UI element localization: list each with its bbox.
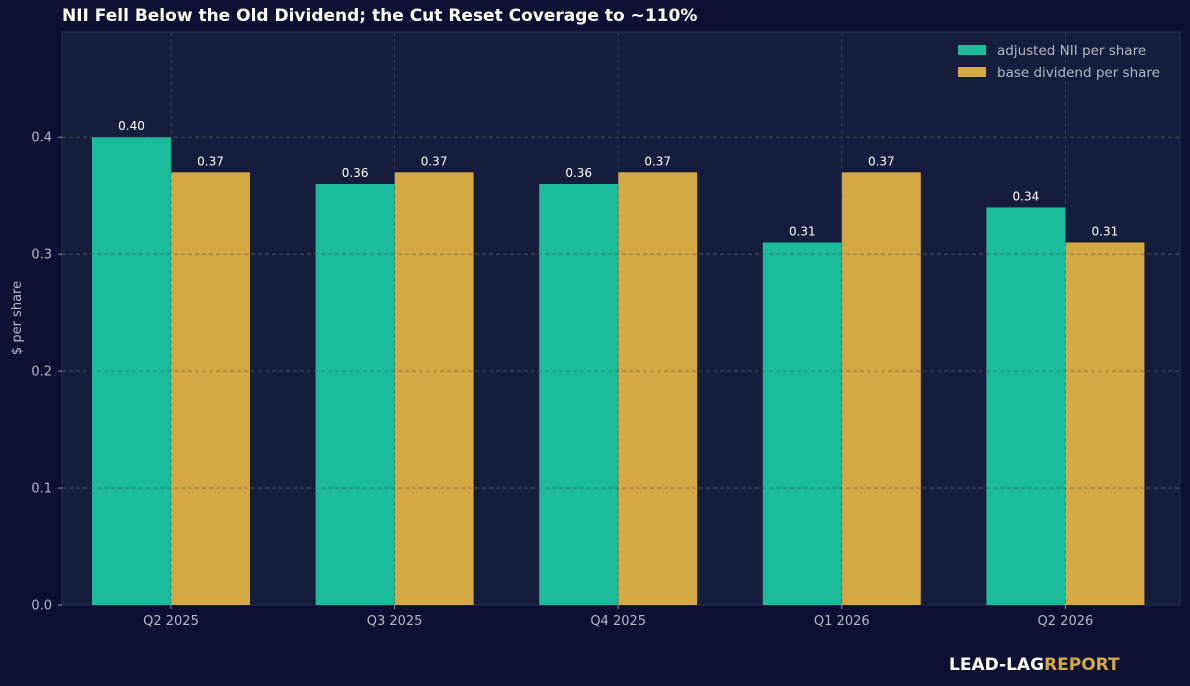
bar-nii (762, 242, 842, 605)
bar-nii (92, 137, 171, 605)
legend: adjusted NII per share base dividend per… (958, 43, 1160, 81)
value-label: 0.36 (565, 166, 592, 180)
chart-title: NII Fell Below the Old Dividend; the Cut… (62, 6, 698, 26)
value-label: 0.37 (644, 154, 671, 168)
brand-report: REPORT (1044, 655, 1120, 675)
value-label: 0.34 (1013, 189, 1040, 203)
bar-dividend (841, 172, 921, 605)
bar-nii (539, 184, 619, 606)
bar-dividend (618, 172, 698, 605)
bar-dividend (1065, 242, 1145, 605)
x-tick-label: Q1 2026 (814, 614, 870, 629)
y-tick-label: 0.4 (31, 131, 52, 146)
bar-nii (986, 207, 1066, 606)
x-tick-label: Q3 2025 (367, 614, 423, 629)
y-axis-label: $ per share (10, 281, 25, 355)
value-labels: 0.40 0.36 0.36 0.31 0.34 0.37 0.37 0.37 0.37 0.31 (118, 119, 1118, 238)
y-tick-label: 0.2 (31, 365, 52, 380)
bars (62, 136, 1180, 606)
legend-label-dividend: base dividend per share (997, 65, 1160, 81)
legend-swatch-dividend (958, 67, 986, 77)
bar-dividend (171, 172, 250, 605)
brand-lead: LEAD-LAG (949, 655, 1045, 675)
value-label: 0.37 (421, 154, 448, 168)
y-tick-label: 0.0 (31, 599, 52, 614)
y-tick-label: 0.3 (31, 248, 52, 263)
legend-label-nii: adjusted NII per share (997, 43, 1146, 59)
x-tick-label: Q2 2025 (143, 614, 199, 629)
x-tick-label: Q4 2025 (590, 614, 646, 629)
bar-dividend (394, 172, 474, 605)
legend-swatch-nii (958, 45, 986, 55)
bar-nii (315, 184, 395, 606)
value-label: 0.37 (868, 154, 895, 168)
x-tick-label: Q2 2026 (1038, 614, 1094, 629)
axes: 0.0 0.1 0.2 0.3 0.4 Q2 2025 Q3 2025 Q4 2025 Q1 2… (31, 131, 1093, 629)
brand-logo: LEAD-LAGREPORT (949, 655, 1120, 675)
value-label: 0.31 (789, 224, 816, 238)
value-label: 0.37 (197, 154, 224, 168)
value-label: 0.31 (1092, 224, 1119, 238)
value-label: 0.36 (342, 166, 369, 180)
y-tick-label: 0.1 (31, 482, 52, 497)
value-label: 0.40 (118, 119, 145, 133)
